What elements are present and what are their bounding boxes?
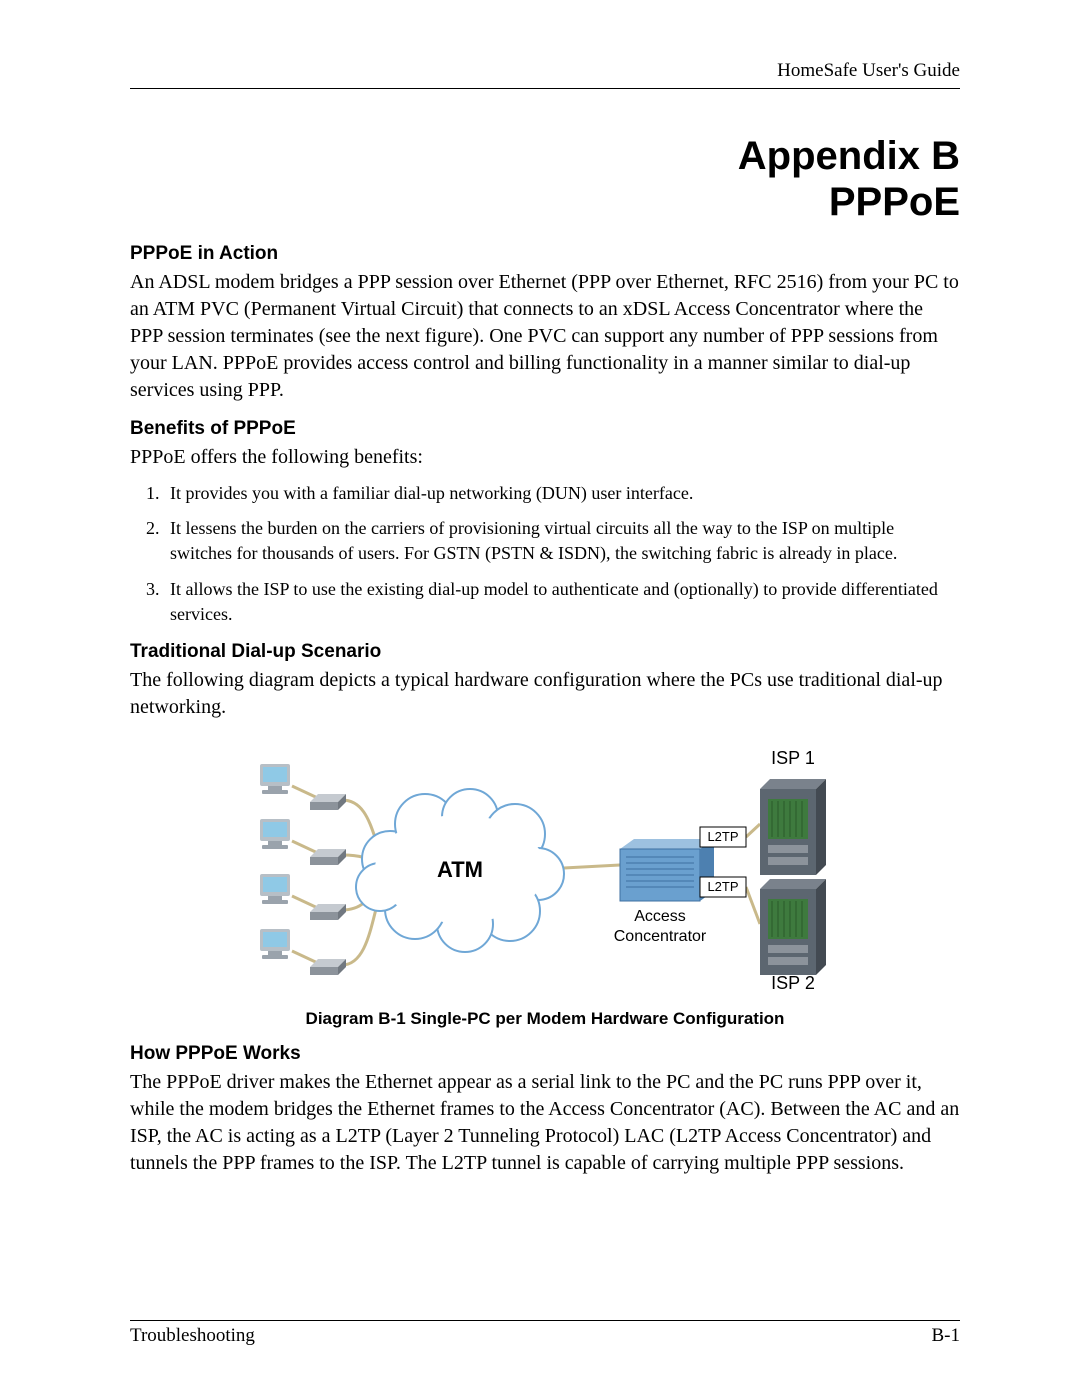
benefit-item: It provides you with a familiar dial-up … [164, 481, 960, 506]
title-line2: PPPoE [130, 179, 960, 225]
svg-text:ATM: ATM [437, 857, 483, 882]
body-traditional: The following diagram depicts a typical … [130, 667, 960, 721]
svg-text:ISP 2: ISP 2 [771, 973, 815, 993]
network-diagram-svg: ATM Access Concentrator L2TP L2TP ISP 1 ISP 2 [250, 739, 840, 999]
header-rule [130, 88, 960, 89]
benefit-item: It lessens the burden on the carriers of… [164, 516, 960, 566]
svg-text:L2TP: L2TP [707, 879, 738, 894]
heading-benefits: Benefits of PPPoE [130, 418, 960, 440]
footer-left: Troubleshooting [130, 1325, 255, 1347]
footer-right: B-1 [932, 1325, 961, 1347]
footer-rule [130, 1320, 960, 1321]
body-pppoe-in-action: An ADSL modem bridges a PPP session over… [130, 269, 960, 404]
benefits-list: It provides you with a familiar dial-up … [130, 481, 960, 627]
appendix-title: Appendix B PPPoE [130, 133, 960, 225]
intro-benefits: PPPoE offers the following benefits: [130, 444, 960, 471]
heading-pppoe-in-action: PPPoE in Action [130, 243, 960, 265]
benefit-item: It allows the ISP to use the existing di… [164, 577, 960, 627]
title-line1: Appendix B [130, 133, 960, 179]
diagram-b1: ATM Access Concentrator L2TP L2TP ISP 1 ISP 2 [250, 739, 840, 999]
body-how-works: The PPPoE driver makes the Ethernet appe… [130, 1069, 960, 1177]
svg-text:L2TP: L2TP [707, 829, 738, 844]
svg-text:ISP 1: ISP 1 [771, 748, 815, 768]
diagram-caption: Diagram B-1 Single-PC per Modem Hardware… [130, 1009, 960, 1029]
svg-text:Access: Access [634, 908, 686, 925]
heading-how-works: How PPPoE Works [130, 1043, 960, 1065]
heading-traditional: Traditional Dial-up Scenario [130, 641, 960, 663]
header-right: HomeSafe User's Guide [130, 60, 960, 82]
page-footer: Troubleshooting B-1 [130, 1320, 960, 1347]
svg-text:Concentrator: Concentrator [614, 928, 707, 945]
